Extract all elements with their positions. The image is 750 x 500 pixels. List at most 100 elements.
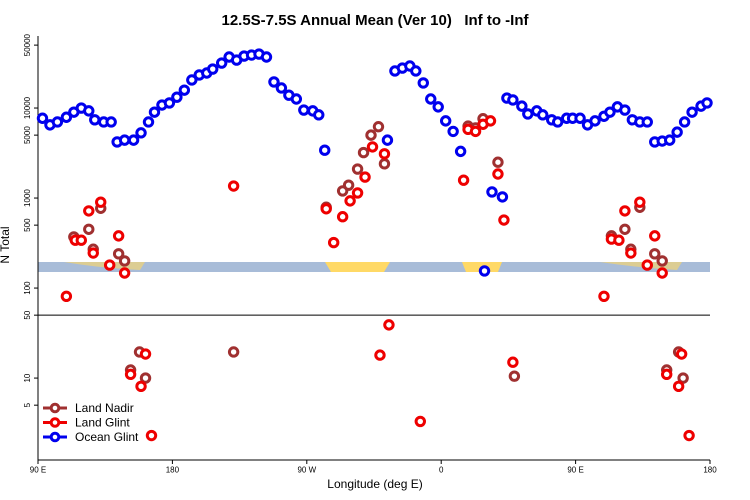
data-point	[135, 127, 147, 139]
data-point	[268, 76, 280, 88]
data-point	[641, 259, 653, 271]
data-point	[372, 121, 385, 133]
y-axis-label: N Total	[0, 226, 12, 263]
data-point	[507, 94, 519, 106]
data-point	[516, 100, 528, 112]
data-point	[383, 319, 395, 331]
data-point	[551, 116, 564, 128]
y-tick-label: 10	[23, 373, 32, 382]
data-point	[290, 93, 303, 105]
data-point	[215, 57, 228, 69]
data-point	[118, 134, 131, 146]
data-point	[414, 415, 426, 428]
data-point	[625, 247, 637, 259]
data-point	[103, 259, 116, 271]
data-point	[227, 180, 240, 192]
data-point	[319, 144, 331, 156]
data-point	[171, 91, 183, 103]
data-point	[313, 109, 325, 121]
data-point	[139, 372, 152, 384]
data-point	[298, 104, 310, 116]
data-point	[613, 234, 625, 246]
data-point	[484, 115, 497, 127]
data-point	[163, 97, 176, 109]
data-point	[366, 141, 379, 153]
y-tick-label: 5	[23, 402, 32, 407]
data-point	[649, 230, 661, 242]
data-point	[145, 429, 158, 442]
data-point	[351, 187, 364, 199]
data-point	[469, 125, 482, 138]
data-point	[60, 111, 73, 123]
data-point	[604, 106, 616, 118]
data-point	[327, 236, 340, 249]
data-point	[447, 125, 459, 138]
data-point	[260, 51, 273, 63]
y-tick-label: 50	[23, 310, 32, 319]
y-tick-label: 500	[23, 218, 32, 232]
legend-marker	[49, 402, 61, 414]
data-point	[508, 370, 521, 382]
land-region	[325, 262, 390, 272]
data-point	[60, 290, 73, 303]
data-point	[148, 106, 161, 118]
data-point	[275, 82, 288, 94]
data-point	[486, 186, 498, 198]
data-point	[357, 146, 370, 159]
data-point	[678, 116, 691, 128]
x-axis-label: Longitude (deg E)	[327, 477, 422, 491]
data-point	[425, 93, 437, 105]
data-point	[672, 380, 685, 393]
data-point	[439, 115, 452, 127]
data-point	[351, 163, 364, 175]
data-point	[634, 196, 646, 208]
data-point	[675, 348, 688, 360]
y-tick-label: 100	[23, 281, 32, 295]
data-point	[112, 230, 125, 242]
data-point	[51, 116, 64, 128]
data-point	[454, 145, 467, 158]
data-point	[417, 77, 429, 89]
data-point	[83, 105, 95, 117]
legend-label: Land Nadir	[75, 401, 134, 415]
data-point	[118, 267, 131, 279]
data-point	[686, 106, 698, 118]
data-point	[124, 368, 137, 381]
legend-label: Ocean Glint	[75, 430, 139, 444]
data-point	[178, 84, 191, 96]
data-point	[498, 214, 510, 226]
y-tick-label: 10000	[23, 96, 32, 119]
x-tick-label: 180	[166, 466, 180, 475]
data-point	[677, 372, 689, 384]
data-point	[589, 115, 601, 127]
data-point	[139, 348, 152, 360]
x-tick-label: 90 W	[297, 466, 316, 475]
data-point	[320, 203, 332, 215]
data-point	[359, 171, 371, 183]
data-point	[619, 223, 631, 235]
y-tick-label: 50000	[23, 33, 32, 56]
data-point	[89, 114, 101, 126]
data-point	[619, 104, 631, 116]
data-point	[378, 148, 391, 160]
data-point	[87, 247, 99, 259]
data-point	[374, 349, 386, 361]
data-point	[432, 101, 444, 113]
data-point	[381, 134, 394, 146]
data-point	[663, 134, 676, 146]
legend-marker	[49, 417, 61, 428]
data-point	[365, 129, 377, 141]
data-point	[671, 126, 683, 138]
data-point	[492, 168, 504, 180]
data-point	[660, 368, 673, 381]
data-point	[344, 195, 356, 207]
data-point	[95, 196, 107, 208]
data-point	[207, 63, 219, 75]
data-point	[656, 267, 668, 279]
data-point	[342, 179, 355, 191]
y-tick-label: 1000	[23, 189, 32, 207]
x-tick-label: 90 E	[567, 466, 583, 475]
data-point	[492, 156, 504, 168]
data-point	[75, 234, 88, 246]
